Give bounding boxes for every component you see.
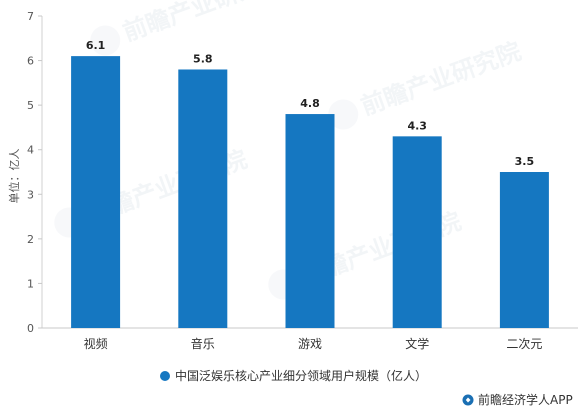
watermark-text: 前瞻产业研究院 — [357, 37, 524, 121]
x-category-label: 视频 — [84, 336, 108, 351]
chart-legend: 中国泛娱乐核心产业细分领域用户规模（亿人） — [160, 368, 427, 383]
bar-value-label: 6.1 — [86, 39, 106, 52]
bar-1 — [71, 56, 121, 328]
y-tick-label: 2 — [27, 233, 34, 246]
x-category-label: 音乐 — [191, 336, 215, 351]
y-tick-label: 7 — [27, 10, 34, 23]
bar-3 — [285, 114, 335, 328]
watermark-text: 前瞻产业研究院 — [119, 0, 286, 47]
bar-value-label: 4.3 — [407, 119, 427, 132]
brand-icon-mark — [465, 397, 471, 403]
bar-2 — [178, 69, 228, 328]
watermark-icon — [328, 99, 359, 130]
x-category-label: 二次元 — [506, 337, 542, 351]
bar-value-label: 4.8 — [300, 97, 320, 110]
chart-labels: 6.1 视频 5.8 音乐 4.8 游戏 4.3 文学 3.5 二次元 — [84, 39, 543, 351]
watermark-item: 前瞻产业研究院 — [90, 0, 287, 56]
brand-badge: 前瞻经济学人APP — [462, 392, 573, 407]
bar-value-label: 3.5 — [515, 155, 535, 168]
y-tick-label: 0 — [27, 322, 34, 335]
legend-marker — [160, 371, 170, 381]
chart-bars — [71, 56, 549, 328]
x-category-label: 游戏 — [298, 337, 322, 351]
y-tick-label: 4 — [27, 144, 34, 157]
watermark-icon — [90, 25, 121, 56]
legend-label: 中国泛娱乐核心产业细分领域用户规模（亿人） — [175, 368, 427, 383]
brand-text: 前瞻经济学人APP — [478, 392, 573, 407]
y-axis-label: 单位：亿人 — [7, 149, 21, 204]
y-tick-label: 6 — [27, 55, 34, 68]
y-tick-label: 1 — [27, 277, 34, 290]
bar-5 — [499, 172, 549, 328]
y-tick-label: 3 — [27, 188, 34, 201]
bar-4 — [392, 136, 442, 328]
y-tick-label: 5 — [27, 99, 34, 112]
x-category-label: 文学 — [405, 336, 429, 351]
bar-value-label: 5.8 — [193, 52, 213, 65]
